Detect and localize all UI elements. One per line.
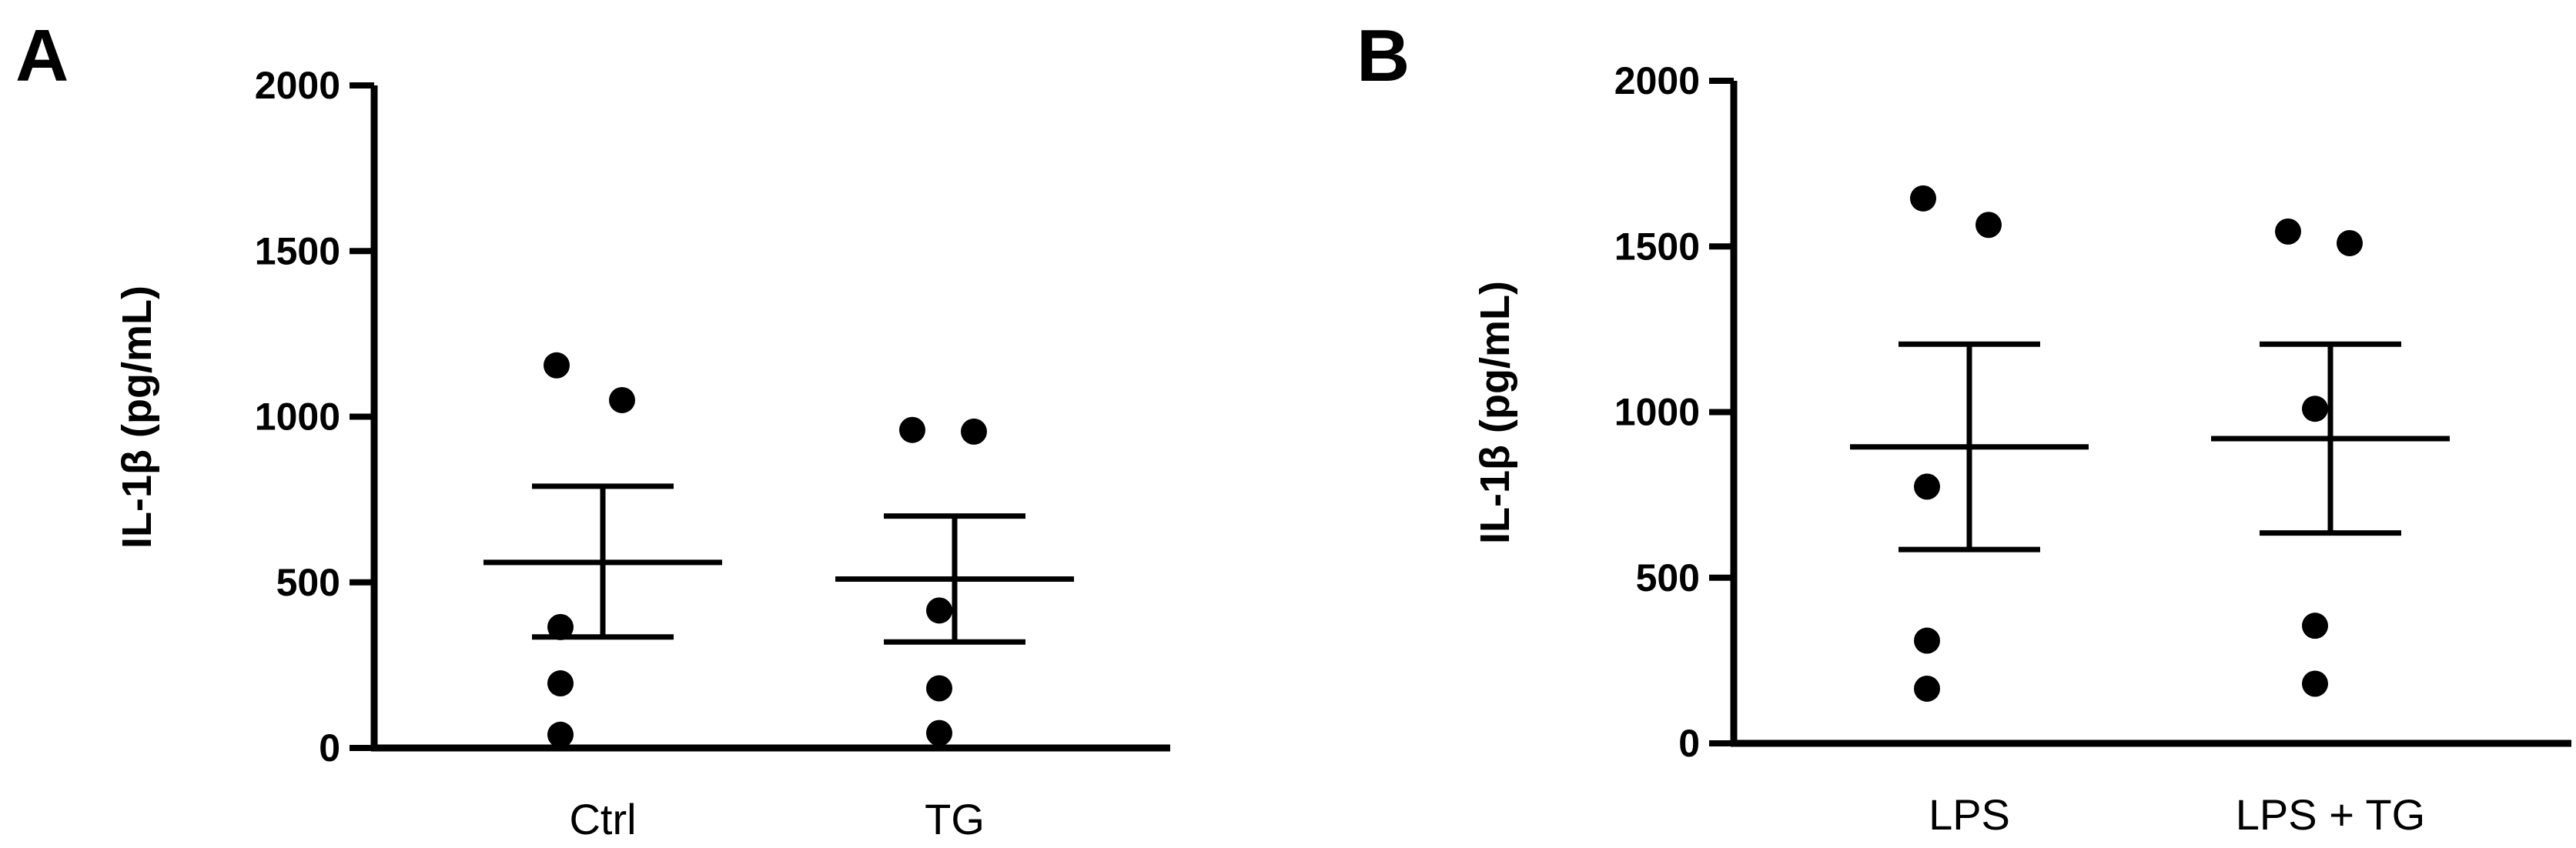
y-tick-label: 1000	[255, 396, 340, 439]
data-point	[1910, 185, 1936, 212]
data-point	[961, 418, 987, 445]
data-point	[2275, 218, 2301, 245]
data-point	[1975, 212, 2002, 239]
x-category-label: Ctrl	[569, 795, 636, 843]
panel-letter: B	[1357, 15, 1410, 97]
data-point	[1914, 473, 1940, 500]
data-point	[899, 416, 925, 443]
panel-b: B 0 500 1000 1500 2000 IL-1β (pg/mL) LPS LPS + T…	[1357, 15, 2571, 839]
y-tick-label: 500	[276, 561, 340, 604]
y-tick-label: 1500	[255, 229, 340, 272]
panel-a: A 0 500 1000 1500 2000 IL-1β (pg/mL) Ctrl TG	[15, 15, 1170, 843]
x-category-label: TG	[925, 795, 985, 843]
data-point	[609, 386, 635, 413]
data-point	[926, 675, 952, 702]
data-point	[926, 597, 952, 624]
data-point	[926, 719, 952, 746]
y-axis-title: IL-1β (pg/mL)	[1472, 281, 1518, 544]
data-point	[2302, 613, 2328, 639]
y-tick-label: 0	[1678, 722, 1700, 765]
data-point	[1914, 627, 1940, 654]
y-tick-label: 0	[319, 726, 340, 770]
y-tick-label: 2000	[1614, 59, 1700, 102]
y-tick-label: 1000	[1614, 391, 1700, 434]
y-tick-label: 500	[1636, 556, 1700, 599]
data-point	[2302, 670, 2328, 697]
data-point	[547, 670, 574, 697]
data-point	[547, 613, 574, 640]
y-tick-label: 1500	[1614, 225, 1700, 268]
panel-letter: A	[15, 15, 69, 97]
x-category-label: LPS + TG	[2236, 790, 2425, 839]
data-point	[547, 721, 574, 748]
y-tick-label: 2000	[255, 64, 340, 107]
x-category-label: LPS	[1929, 790, 2010, 839]
data-point	[1914, 675, 1940, 702]
data-point	[544, 352, 570, 379]
data-point	[2302, 396, 2328, 422]
y-axis-title: IL-1β (pg/mL)	[114, 285, 160, 549]
data-point	[2337, 229, 2363, 256]
